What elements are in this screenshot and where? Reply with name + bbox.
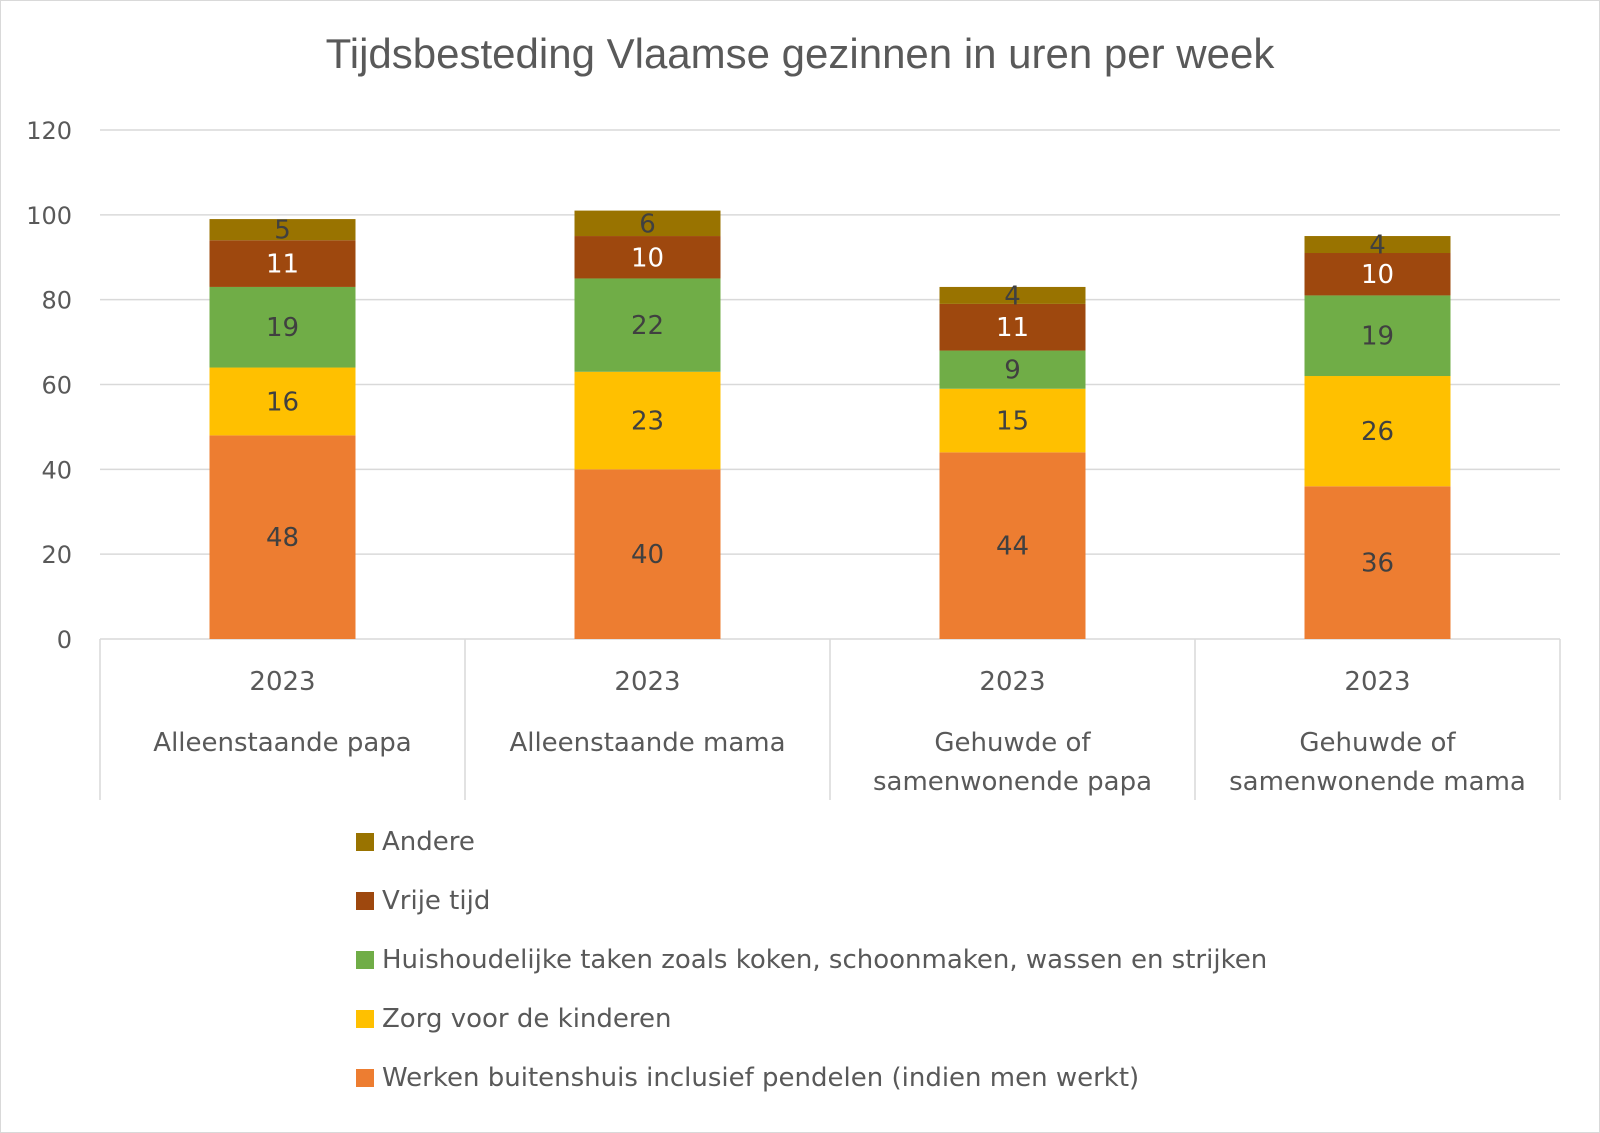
legend-label: Zorg voor de kinderen <box>382 1004 672 1034</box>
data-label: 48 <box>266 523 299 553</box>
chart-title: Tijdsbesteding Vlaamse gezinnen in uren … <box>325 30 1275 77</box>
x-tick-year: 2023 <box>979 667 1045 697</box>
data-label: 11 <box>266 250 299 280</box>
legend-label: Huishoudelijke taken zoals koken, schoon… <box>382 945 1268 975</box>
data-label: 10 <box>1361 260 1394 290</box>
legend-swatch <box>356 951 374 969</box>
data-label: 19 <box>1361 322 1394 352</box>
x-tick-category: Gehuwde of <box>934 728 1091 758</box>
legend-item: Andere <box>356 827 1267 857</box>
bar-segment <box>939 303 1086 351</box>
data-label: 26 <box>1361 417 1394 447</box>
data-label: 44 <box>996 532 1029 562</box>
x-tick-category: Alleenstaande mama <box>509 728 785 758</box>
y-tick-label: 20 <box>41 541 72 569</box>
data-label: 9 <box>1004 356 1021 386</box>
x-tick-year: 2023 <box>1344 667 1410 697</box>
y-tick-label: 40 <box>41 456 72 484</box>
x-tick-category: samenwonende papa <box>873 767 1152 797</box>
x-tick-category: Alleenstaande papa <box>153 728 411 758</box>
data-label: 19 <box>266 313 299 343</box>
legend-label: Vrije tijd <box>382 886 491 916</box>
data-label: 22 <box>631 311 664 341</box>
legend-swatch <box>356 892 374 910</box>
legend-swatch <box>356 1069 374 1087</box>
bar-segment <box>1304 253 1451 296</box>
legend-item: Huishoudelijke taken zoals koken, schoon… <box>356 945 1267 975</box>
bar-segment <box>574 210 721 237</box>
y-tick-label: 100 <box>26 202 72 230</box>
y-tick-label: 80 <box>41 287 72 315</box>
x-tick-year: 2023 <box>614 667 680 697</box>
bar-segment <box>1304 236 1451 254</box>
data-label: 36 <box>1361 549 1394 579</box>
bar-segment <box>574 469 721 639</box>
bar-segment <box>939 452 1086 639</box>
legend-swatch <box>356 1010 374 1028</box>
bar-segment <box>209 435 356 639</box>
x-tick-category: Gehuwde of <box>1299 728 1456 758</box>
legend-label: Andere <box>382 827 475 857</box>
data-label: 4 <box>1004 281 1021 311</box>
bar-segment <box>939 286 1086 304</box>
data-label: 15 <box>996 407 1029 437</box>
bar-segment <box>939 350 1086 389</box>
chart-legend: Andere Vrije tijd Huishoudelijke taken zoa… <box>356 827 1267 1122</box>
bar-segment <box>1304 486 1451 639</box>
data-label: 23 <box>631 407 664 437</box>
data-label: 5 <box>274 216 291 246</box>
legend-item: Vrije tijd <box>356 886 1267 916</box>
legend-label: Werken buitenshuis inclusief pendelen (i… <box>382 1063 1140 1093</box>
bar-segment <box>574 278 721 372</box>
bar-segment <box>1304 376 1451 487</box>
bar-segment <box>574 371 721 470</box>
data-label: 16 <box>266 387 299 417</box>
bar-segment <box>209 240 356 287</box>
x-tick-category: samenwonende mama <box>1229 767 1526 797</box>
legend-swatch <box>356 833 374 851</box>
legend-item: Zorg voor de kinderen <box>356 1004 1267 1034</box>
bar-segment <box>574 236 721 279</box>
bar-segment <box>209 286 356 368</box>
y-tick-label: 0 <box>57 626 72 654</box>
x-tick-year: 2023 <box>249 667 315 697</box>
data-label: 4 <box>1369 231 1386 261</box>
bar-segment <box>209 219 356 241</box>
bar-segment <box>939 388 1086 453</box>
bar-segment <box>1304 295 1451 377</box>
y-tick-label: 120 <box>26 117 72 145</box>
bar-segment <box>209 367 356 436</box>
chart-plot: 0 20 40 60 80 100 120 48 16 19 11 5 2023 Alleenstaand… <box>26 117 1561 800</box>
data-label: 6 <box>639 209 656 239</box>
legend-item: Werken buitenshuis inclusief pendelen (i… <box>356 1063 1267 1093</box>
data-label: 11 <box>996 313 1029 343</box>
data-label: 40 <box>631 540 664 570</box>
data-label: 10 <box>631 243 664 273</box>
y-tick-label: 60 <box>41 372 72 400</box>
